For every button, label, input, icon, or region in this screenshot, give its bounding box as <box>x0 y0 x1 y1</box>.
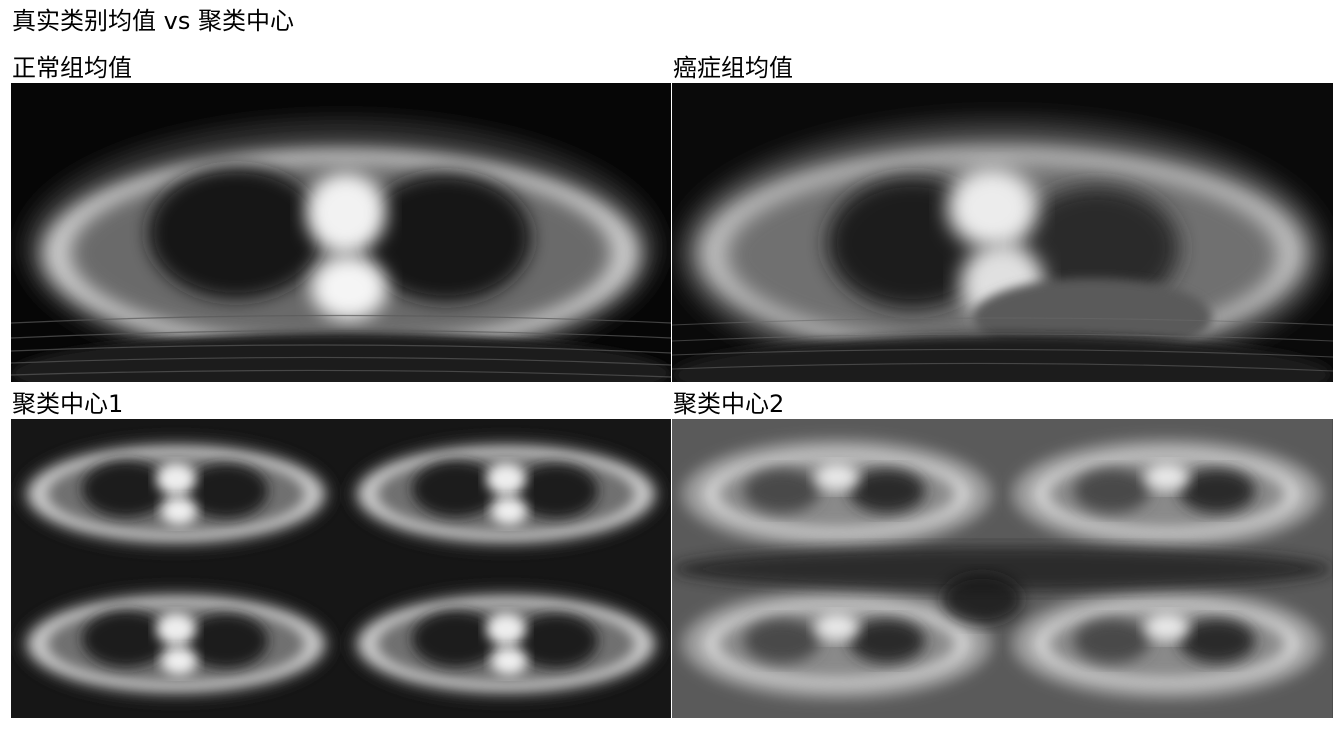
cluster-center-2-image <box>672 419 1333 718</box>
panel-label-cancer-mean: 癌症组均值 <box>673 54 793 82</box>
panel-label-cluster-center-1: 聚类中心1 <box>12 390 124 418</box>
normal-mean-ct-image <box>11 83 671 382</box>
figure-title: 真实类别均值 vs 聚类中心 <box>12 7 294 35</box>
cluster-center-1-image <box>11 419 671 718</box>
cancer-mean-ct-image <box>672 83 1333 382</box>
panel-label-normal-mean: 正常组均值 <box>12 54 132 82</box>
panel-label-cluster-center-2: 聚类中心2 <box>673 390 785 418</box>
